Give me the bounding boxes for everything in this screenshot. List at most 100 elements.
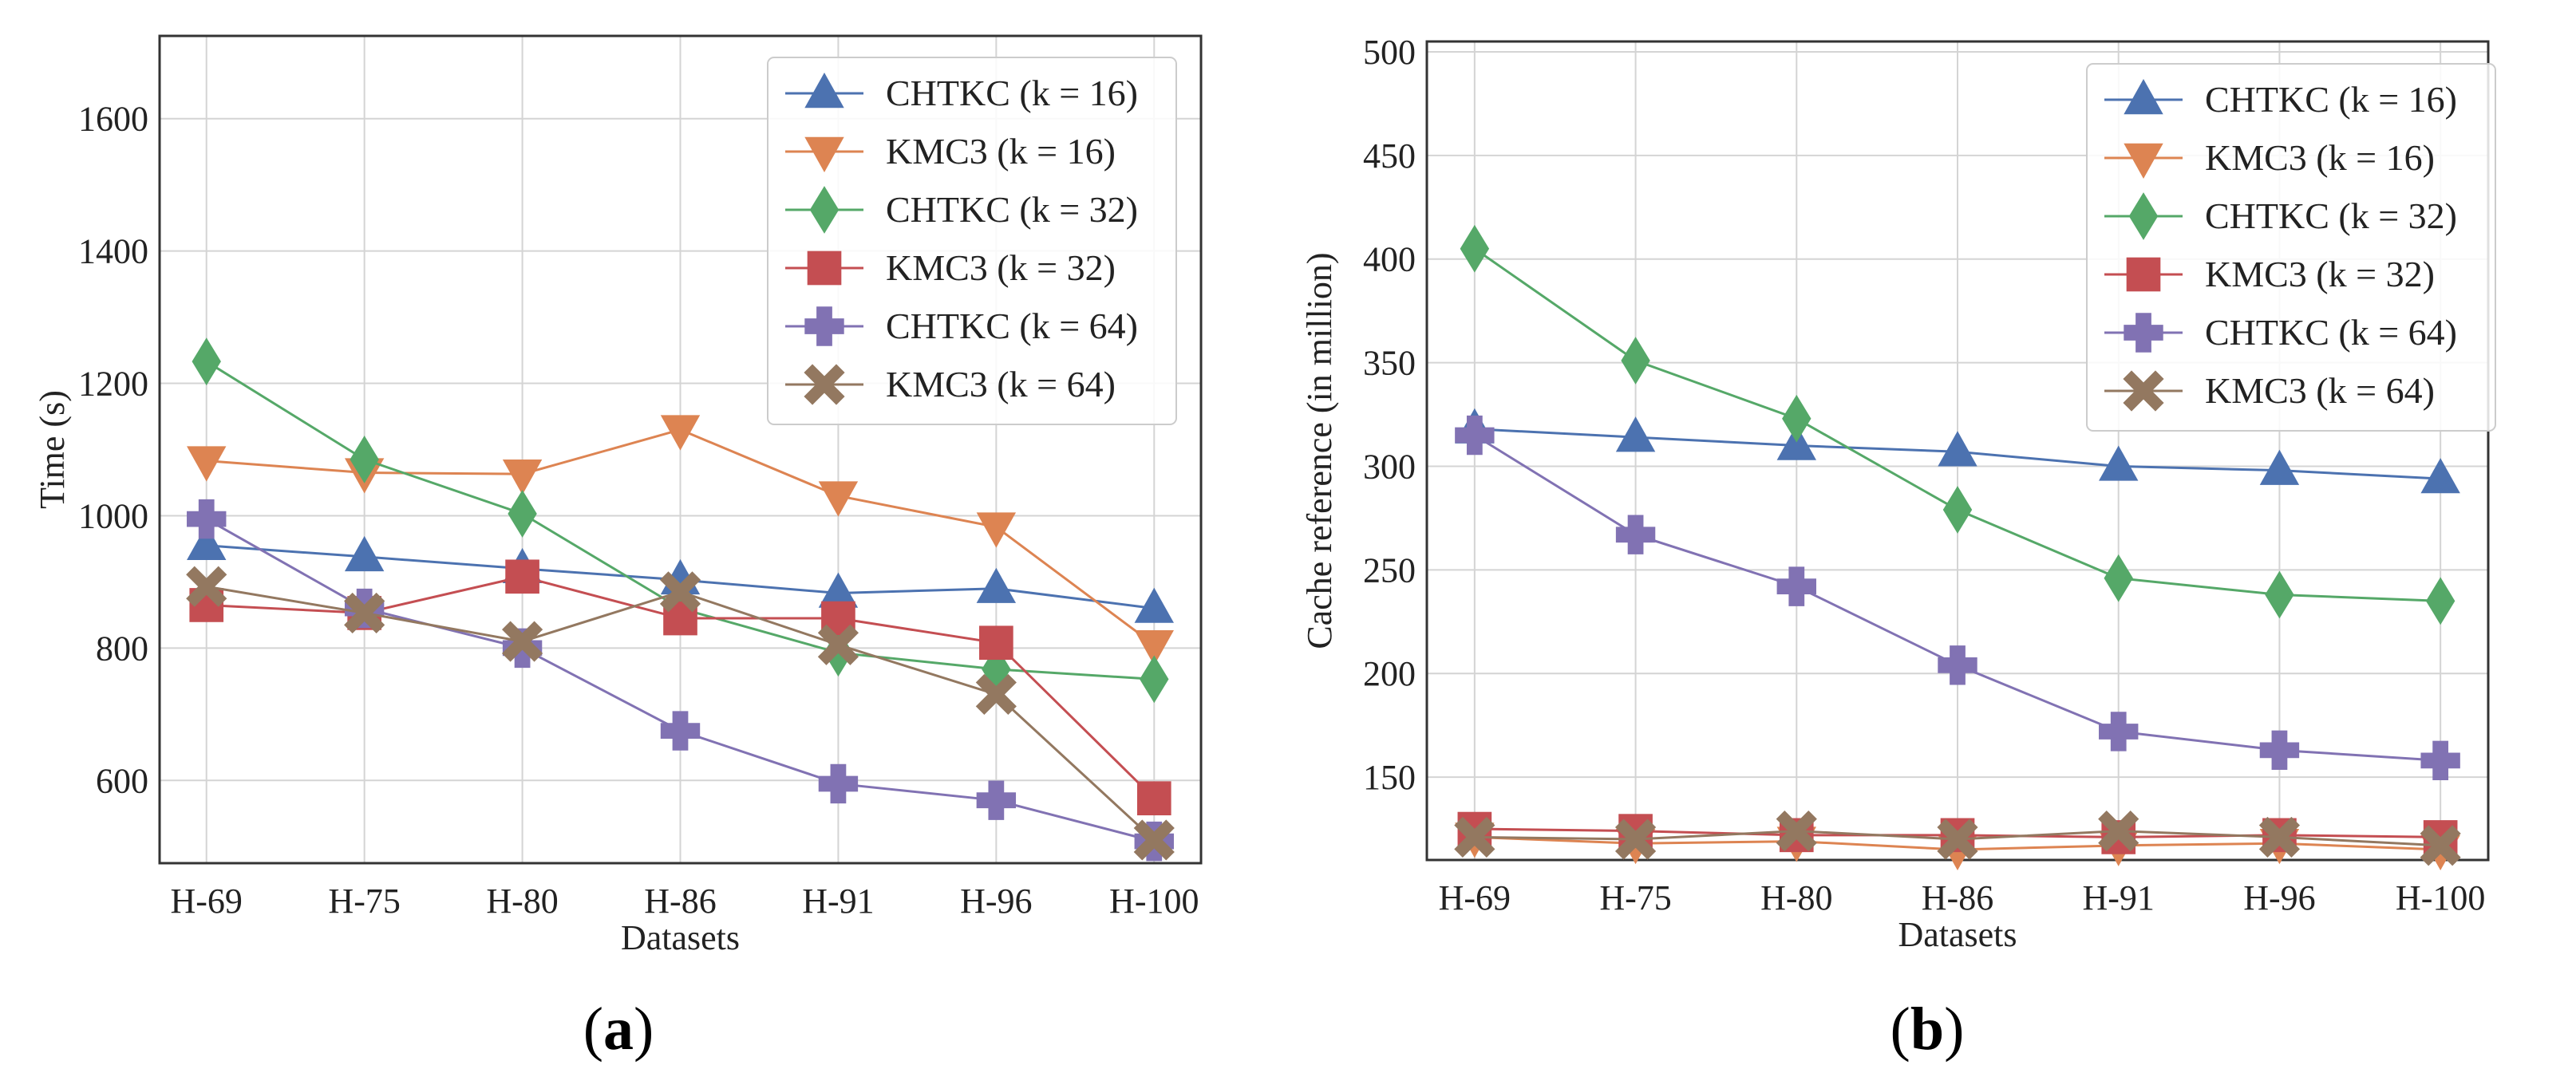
series-group-b	[1454, 224, 2461, 871]
legend-entry: KMC3 (k = 64)	[2104, 370, 2435, 412]
data-point	[2420, 825, 2461, 866]
y-tick-label: 1600	[78, 100, 148, 139]
data-point	[1140, 655, 1169, 704]
data-point	[1938, 431, 1977, 467]
y-axis-label-b: Cache reference (in million)	[1300, 252, 1339, 649]
x-tick-label: H-96	[2243, 878, 2315, 917]
y-tick-labels-b: 150 200 250 300 350 400 450 500	[1363, 33, 1416, 797]
data-point	[2420, 458, 2460, 494]
data-point	[344, 592, 385, 633]
legend-entry: KMC3 (k = 32)	[785, 247, 1116, 288]
legend-marker	[807, 250, 842, 286]
legend-entry: KMC3 (k = 16)	[2104, 137, 2435, 179]
legend-label: KMC3 (k = 32)	[886, 247, 1116, 288]
panel-label-a: (a)	[583, 996, 654, 1063]
y-tick-label: 300	[1363, 447, 1416, 486]
data-point	[1782, 394, 1811, 443]
panel-letter-a: a	[603, 996, 634, 1063]
data-point	[818, 481, 859, 517]
x-tick-label: H-86	[1922, 878, 1993, 917]
legend-entry: CHTKC (k = 16)	[785, 73, 1138, 113]
data-point	[976, 780, 1017, 820]
legend-marker	[2124, 313, 2163, 353]
x-tick-labels-a: H-69 H-75 H-80 H-86 H-91 H-96 H-100	[171, 882, 1199, 921]
y-tick-label: 1400	[78, 232, 148, 271]
data-point	[350, 436, 379, 483]
y-tick-labels-a: 600 800 1000 1200 1400 1600	[78, 100, 148, 801]
data-point	[817, 624, 859, 665]
y-tick-label: 150	[1363, 758, 1416, 797]
y-tick-label: 1000	[78, 496, 148, 535]
legend-entry: KMC3 (k = 32)	[2104, 254, 2435, 294]
x-tick-label: H-69	[171, 882, 243, 921]
x-tick-label: H-86	[644, 882, 716, 921]
data-point	[1134, 630, 1174, 666]
data-point	[1621, 337, 1650, 385]
data-point	[1454, 816, 1495, 858]
x-tick-label: H-96	[960, 882, 1032, 921]
y-tick-label: 600	[96, 761, 148, 800]
legend-b: CHTKC (k = 16) KMC3 (k = 16) CHTKC (k = 32…	[2086, 63, 2496, 432]
y-tick-label: 1200	[78, 365, 148, 404]
data-point	[1460, 224, 1490, 273]
legend-label: CHTKC (k = 32)	[2205, 195, 2457, 236]
data-point	[2258, 816, 2301, 858]
panel-letter-b: b	[1910, 996, 1944, 1063]
series-group-a	[186, 337, 1175, 862]
data-point	[659, 571, 701, 613]
legend-marker	[804, 73, 844, 108]
series-kmc3-k-64	[1454, 811, 2461, 866]
x-tick-label: H-75	[328, 882, 400, 921]
data-point	[976, 512, 1017, 548]
legend-marker	[2128, 192, 2159, 240]
data-point	[501, 621, 543, 662]
data-point	[1942, 486, 1973, 534]
legend-marker	[2124, 79, 2163, 115]
x-tick-labels-b: H-69 H-75 H-80 H-86 H-91 H-96 H-100	[1439, 878, 2486, 917]
data-point	[818, 763, 859, 804]
legend-box	[2086, 63, 2496, 432]
data-point	[192, 337, 221, 386]
legend-box	[767, 57, 1177, 425]
y-tick-label: 500	[1363, 33, 1416, 72]
series-kmc3-k-64	[186, 566, 1175, 861]
y-tick-label: 400	[1363, 240, 1416, 279]
x-tick-label: H-75	[1599, 878, 1671, 917]
legend-label: KMC3 (k = 64)	[2205, 370, 2435, 411]
data-point	[1133, 819, 1175, 861]
legend-label: KMC3 (k = 32)	[2205, 254, 2435, 294]
legend-entry: CHTKC (k = 16)	[2104, 79, 2457, 120]
data-point	[2099, 712, 2139, 751]
data-point	[1614, 819, 1657, 860]
series-chtkc-k-64	[1455, 415, 2460, 781]
data-point	[1615, 515, 1656, 554]
x-tick-label: H-80	[1760, 878, 1832, 917]
legend-label: CHTKC (k = 64)	[2205, 312, 2457, 353]
panel-label-b: (b)	[1891, 996, 1965, 1063]
data-point	[975, 673, 1017, 716]
data-point	[187, 524, 227, 560]
data-point	[1776, 566, 1816, 606]
legend-label: KMC3 (k = 16)	[2205, 137, 2435, 178]
legend-label: CHTKC (k = 16)	[886, 73, 1138, 113]
data-point	[976, 567, 1017, 603]
legend-marker	[809, 186, 840, 234]
y-tick-label: 250	[1363, 550, 1416, 590]
y-axis-label-a: Time (s)	[33, 390, 72, 509]
legend-a: CHTKC (k = 16) KMC3 (k = 16) CHTKC (k = 32…	[767, 57, 1177, 425]
data-point	[187, 446, 227, 482]
y-tick-label: 200	[1363, 654, 1416, 693]
data-point	[660, 415, 701, 451]
legend-entry: CHTKC (k = 64)	[785, 306, 1138, 346]
y-tick-label: 350	[1363, 344, 1416, 383]
data-point	[1136, 781, 1171, 816]
legend-marker	[2123, 370, 2164, 412]
data-point	[186, 566, 227, 607]
data-point	[1938, 645, 1977, 685]
data-point	[2259, 449, 2300, 485]
legend-entry: KMC3 (k = 64)	[785, 364, 1116, 405]
legend-label: KMC3 (k = 16)	[886, 131, 1116, 172]
legend-marker	[804, 136, 844, 172]
data-point	[979, 625, 1013, 661]
legend-label: CHTKC (k = 32)	[886, 189, 1138, 230]
